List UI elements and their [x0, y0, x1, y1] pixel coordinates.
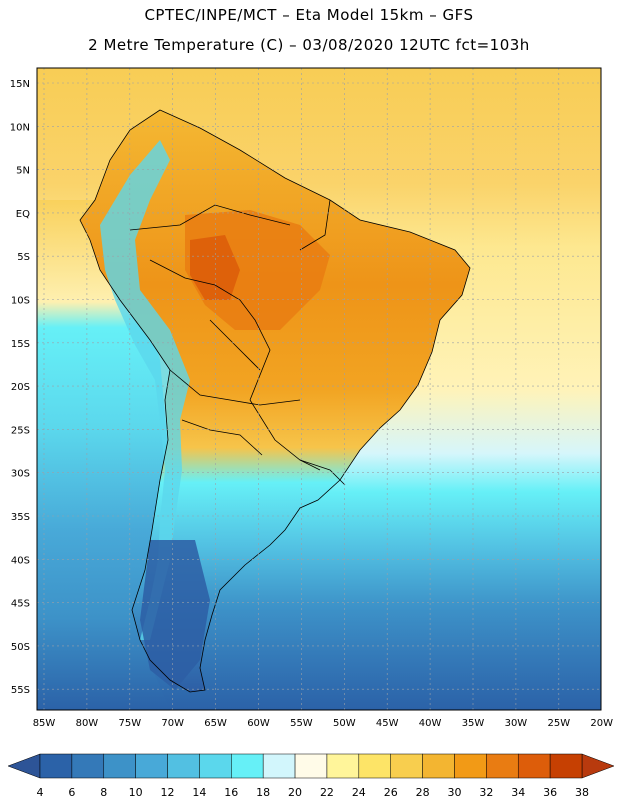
- lat-label: 30S: [11, 469, 30, 480]
- andes-cool-band: [100, 140, 190, 640]
- lon-label: 55W: [290, 718, 313, 729]
- lon-label: 75W: [118, 718, 141, 729]
- lat-label: 15S: [11, 339, 30, 350]
- colorbar-swatch: [422, 753, 455, 779]
- colorbar-label: 34: [511, 786, 525, 799]
- colorbar-swatch: [231, 753, 264, 779]
- colorbar-swatch: [517, 753, 551, 779]
- lat-label: 15N: [10, 79, 30, 90]
- hottest-core-region: [190, 235, 240, 300]
- colorbar-swatch: [71, 753, 105, 779]
- colorbar-left-arrow: [7, 753, 41, 779]
- lon-label: 35W: [462, 718, 485, 729]
- lon-label: 85W: [33, 718, 56, 729]
- colorbar-label: 12: [161, 786, 175, 799]
- colorbar-label: 8: [100, 786, 107, 799]
- country-borders: [79, 109, 471, 693]
- patagonia-cold-region: [140, 540, 210, 690]
- colorbar-swatch: [358, 753, 391, 779]
- lat-label: 55S: [11, 685, 30, 696]
- colorbar-swatch: [262, 753, 296, 779]
- colorbar-swatch: [167, 753, 200, 779]
- colorbar-label: 10: [129, 786, 143, 799]
- colorbar-swatch: [135, 753, 168, 779]
- chart-title-line2: 2 Metre Temperature (C) – 03/08/2020 12U…: [88, 36, 530, 54]
- lat-label: 5S: [17, 252, 30, 263]
- lon-label: 65W: [204, 718, 227, 729]
- colorbar-swatch: [549, 753, 583, 779]
- colorbar-swatch: [454, 753, 487, 779]
- lon-label: 30W: [505, 718, 528, 729]
- colorbar-swatch: [103, 753, 136, 779]
- lon-label: 80W: [76, 718, 99, 729]
- graticule: [37, 68, 601, 710]
- colorbar-label: 28: [416, 786, 430, 799]
- map-frame: [36, 67, 602, 711]
- lon-label: 40W: [419, 718, 442, 729]
- colorbar-label: 6: [68, 786, 75, 799]
- lat-label: 45S: [11, 599, 30, 610]
- latitude-labels: 15N 10N 5N EQ 5S 10S 15S 20S 25S 30S 35S 40S 45S 50S 5…: [10, 79, 30, 696]
- colorbar-right-arrow: [581, 753, 615, 779]
- colorbar-label: 26: [384, 786, 398, 799]
- colorbar-swatch: [199, 753, 232, 779]
- lon-label: 45W: [376, 718, 399, 729]
- colorbar-label: 24: [352, 786, 366, 799]
- lat-label: 10S: [11, 296, 30, 307]
- colorbar-label: 30: [447, 786, 461, 799]
- colorbar: 4 6 8 10 12 14 16 18 20 22 24 26 28 30 32 34 36 38: [7, 753, 615, 799]
- colorbar-label: 36: [543, 786, 557, 799]
- colorbar-label: 16: [224, 786, 238, 799]
- lat-label: EQ: [16, 209, 30, 220]
- lon-label: 25W: [547, 718, 570, 729]
- lon-label: 20W: [590, 718, 613, 729]
- lon-label: 50W: [333, 718, 356, 729]
- lat-label: 25S: [11, 425, 30, 436]
- colorbar-swatch: [294, 753, 328, 779]
- colorbar-label: 22: [320, 786, 334, 799]
- map-area: [37, 68, 601, 710]
- lat-label: 35S: [11, 512, 30, 523]
- lat-label: 50S: [11, 642, 30, 653]
- colorbar-label: 4: [37, 786, 44, 799]
- colorbar-swatch: [486, 753, 519, 779]
- lat-label: 10N: [10, 122, 30, 133]
- longitude-labels: 85W 80W 75W 70W 65W 60W 55W 50W 45W 40W 35W 30W 25W 2…: [33, 718, 613, 729]
- colorbar-swatch: [326, 753, 360, 779]
- colorbar-label: 38: [575, 786, 589, 799]
- colorbar-swatch: [39, 753, 73, 779]
- lat-label: 20S: [11, 382, 30, 393]
- lat-label: 40S: [11, 555, 30, 566]
- colorbar-label: 18: [256, 786, 270, 799]
- lon-label: 70W: [161, 718, 184, 729]
- chart-title-line1: CPTEC/INPE/MCT – Eta Model 15km – GFS: [144, 6, 474, 24]
- colorbar-label: 20: [288, 786, 302, 799]
- lat-label: 5N: [16, 166, 30, 177]
- lon-label: 60W: [247, 718, 270, 729]
- colorbar-label: 32: [479, 786, 493, 799]
- colorbar-swatch: [390, 753, 423, 779]
- colorbar-label: 14: [192, 786, 206, 799]
